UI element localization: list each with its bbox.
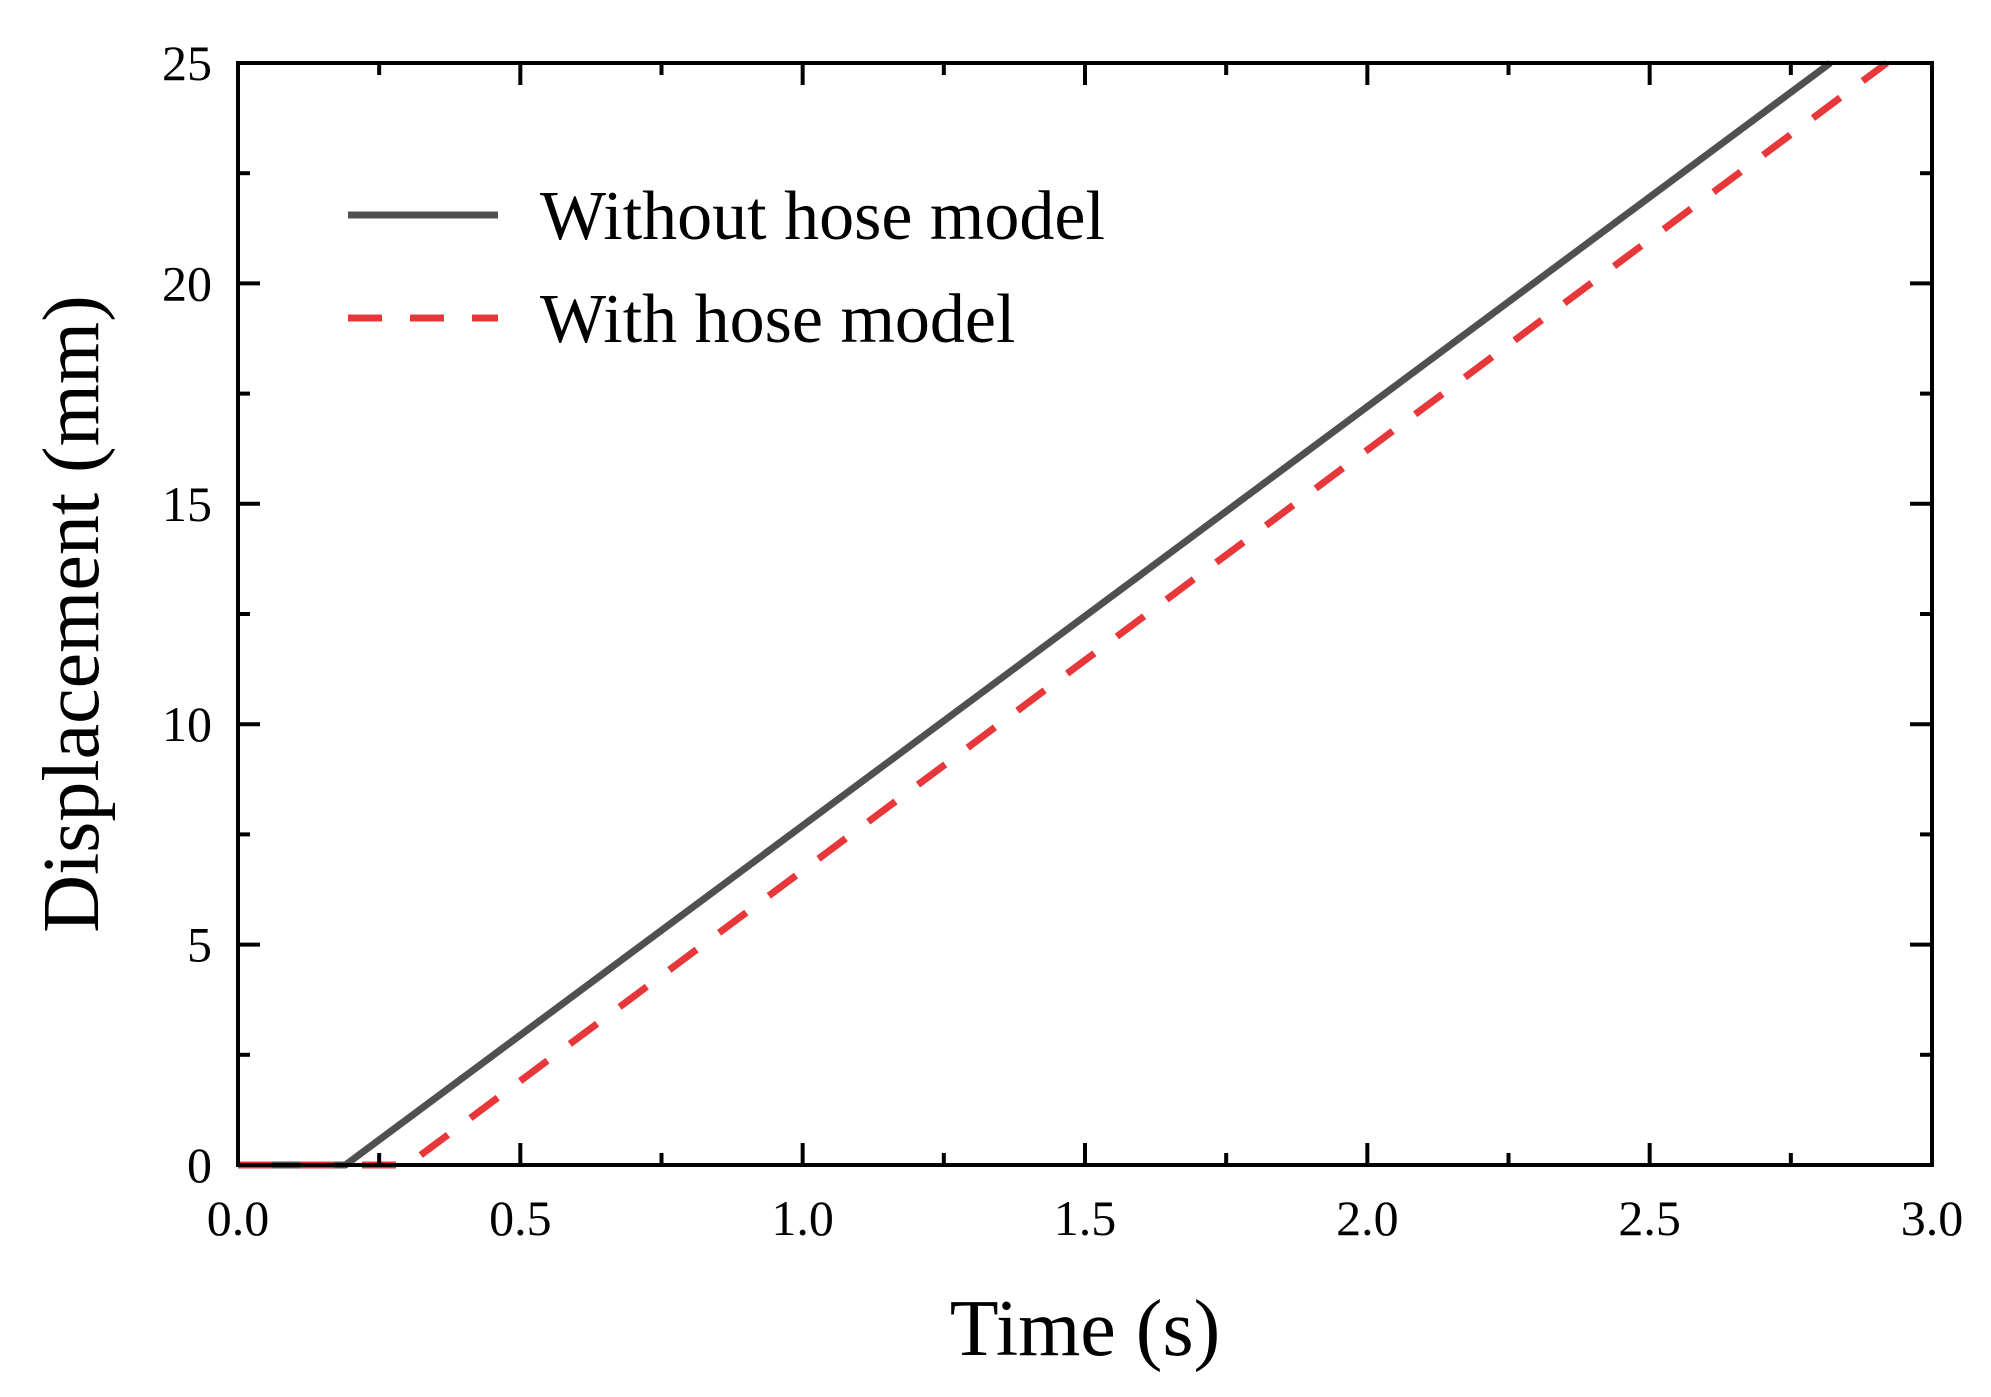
- y-tick-label: 15: [162, 476, 212, 532]
- x-tick-label: 2.5: [1618, 1190, 1681, 1246]
- y-tick-label: 20: [162, 255, 212, 311]
- x-tick-label: 1.0: [771, 1190, 834, 1246]
- y-tick-label: 10: [162, 696, 212, 752]
- x-tick-label: 0.0: [207, 1190, 270, 1246]
- legend-label-1: Without hose model: [540, 178, 1105, 255]
- legend: Without hose model With hose model: [348, 178, 1105, 358]
- x-tick-label: 0.5: [489, 1190, 552, 1246]
- y-tick-label: 0: [187, 1137, 212, 1193]
- ticks-layer: 0.0 0.5 1.0 1.5 2.0 2.5 3.0 0 5 10 15 20 25: [162, 35, 1963, 1246]
- y-axis-title: Displacement (mm): [28, 295, 116, 933]
- x-tick-label: 3.0: [1901, 1190, 1964, 1246]
- x-tick-label: 2.0: [1336, 1190, 1399, 1246]
- y-tick-label: 25: [162, 35, 212, 91]
- legend-label-2: With hose model: [540, 281, 1015, 358]
- x-axis-title: Time (s): [950, 1285, 1220, 1373]
- y-tick-label: 5: [187, 917, 212, 973]
- x-tick-label: 1.5: [1054, 1190, 1117, 1246]
